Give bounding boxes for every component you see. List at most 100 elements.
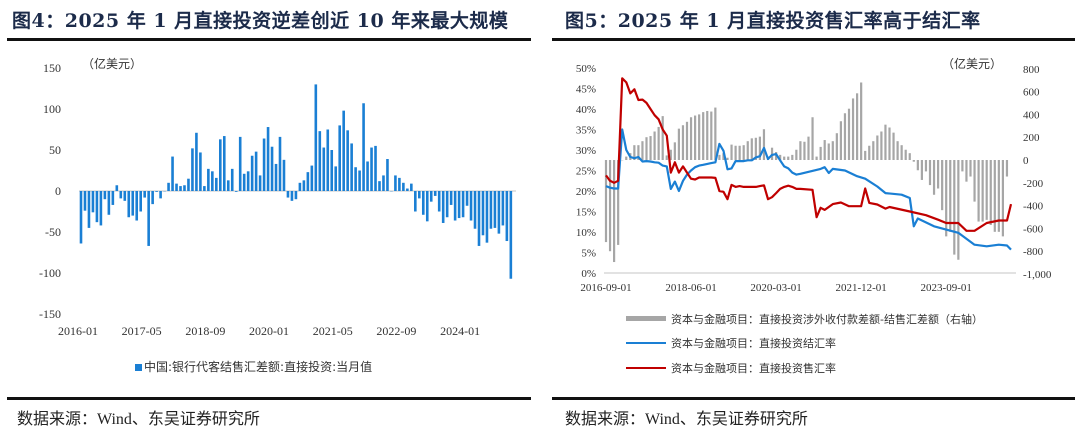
bar [485,191,489,243]
bar [246,171,250,191]
bar [378,181,381,191]
bar [167,182,170,191]
bar [115,185,119,191]
bar [625,156,628,160]
bar [791,154,794,160]
bar [884,124,887,160]
bar [238,136,242,191]
bar [698,114,701,160]
bar [920,160,923,180]
bar [706,110,709,160]
left-y-tick-label: 25% [576,166,596,178]
bar [457,191,461,219]
bar [135,191,139,221]
bar [900,145,903,160]
bar [637,145,640,160]
bar [95,191,99,223]
bar [155,191,158,192]
right-chart-title: 图5：2025 年 1 月直接投资售汇率高于结汇率 [565,10,981,32]
bar [493,191,497,228]
bar [103,191,107,200]
bar [294,191,298,200]
bar [847,108,851,160]
bar [306,172,310,191]
y-tick-label: -150 [39,307,61,321]
y-tick-label: -50 [45,225,61,239]
bar [746,141,749,160]
bar [425,191,429,222]
bar [657,126,660,160]
bar [961,160,964,172]
bar [334,166,338,191]
left-y-tick-label: 45% [576,84,596,96]
bar [258,175,262,191]
bar [677,128,680,160]
bar [811,117,814,160]
bar [402,182,405,191]
bar [481,191,485,236]
bar [689,117,693,160]
bar [685,121,689,160]
bar [234,191,238,192]
bar [835,133,838,160]
bar [242,173,246,191]
bar [941,160,944,211]
left-y-tick-label: 35% [576,125,596,137]
bar [410,183,413,191]
bar [469,191,473,221]
bar [973,160,976,202]
right-y-tick-label: 0 [1023,155,1029,167]
bar [354,167,357,191]
left-source-rule [7,397,531,400]
left-y-tick-label: 0% [581,268,596,280]
bar [477,191,481,246]
right-y-tick-label: -800 [1023,246,1044,258]
bar [738,145,741,160]
bar [617,160,620,245]
bar [904,149,907,160]
bar [807,136,810,160]
x-tick-label: 2016-09-01 [580,282,631,294]
bar [969,160,972,177]
left-y-tick-label: 5% [581,248,596,260]
left-y-tick-label: 30% [576,145,596,157]
bar [131,191,135,216]
bar [839,121,842,160]
bar [787,156,790,160]
bar [831,141,834,160]
bar [694,115,697,160]
bar [111,191,115,205]
bar [1005,160,1009,177]
bar [338,125,341,191]
bar [888,127,891,160]
bar [386,159,389,191]
bar [87,191,91,228]
bar [143,191,146,198]
left-y-tick-label: 20% [576,186,596,198]
bar [107,191,111,215]
bar [250,155,254,191]
x-tick-label: 2018-06-01 [665,282,716,294]
left-source: 数据来源：Wind、东吴证券研究所 [17,411,260,428]
left-legend-label: 中国:银行代客结售汇差额:直接投资:当月值 [144,360,373,374]
bar [722,153,725,160]
bar [965,160,968,182]
bar [880,131,883,160]
bar [714,107,717,160]
bar [226,180,230,191]
bar [207,168,210,191]
right-y-tick-label: -400 [1023,201,1044,213]
left-legend: 中国:银行代客结售汇差额:直接投资:当月值 [135,358,372,375]
bar [856,93,859,160]
bar [702,112,705,160]
bar [718,154,721,160]
right-source: 数据来源：Wind、东吴证券研究所 [565,411,808,428]
right-y-tick-label: -200 [1023,178,1044,190]
bar [429,191,433,202]
bar [843,113,847,160]
x-tick-label: 2016-01 [58,324,98,338]
x-tick-label: 2024-01 [440,324,480,338]
legend-label-red-line: 资本与金融项目：直接投资售汇率 [671,362,836,375]
bar [916,160,919,171]
bar [91,191,95,213]
